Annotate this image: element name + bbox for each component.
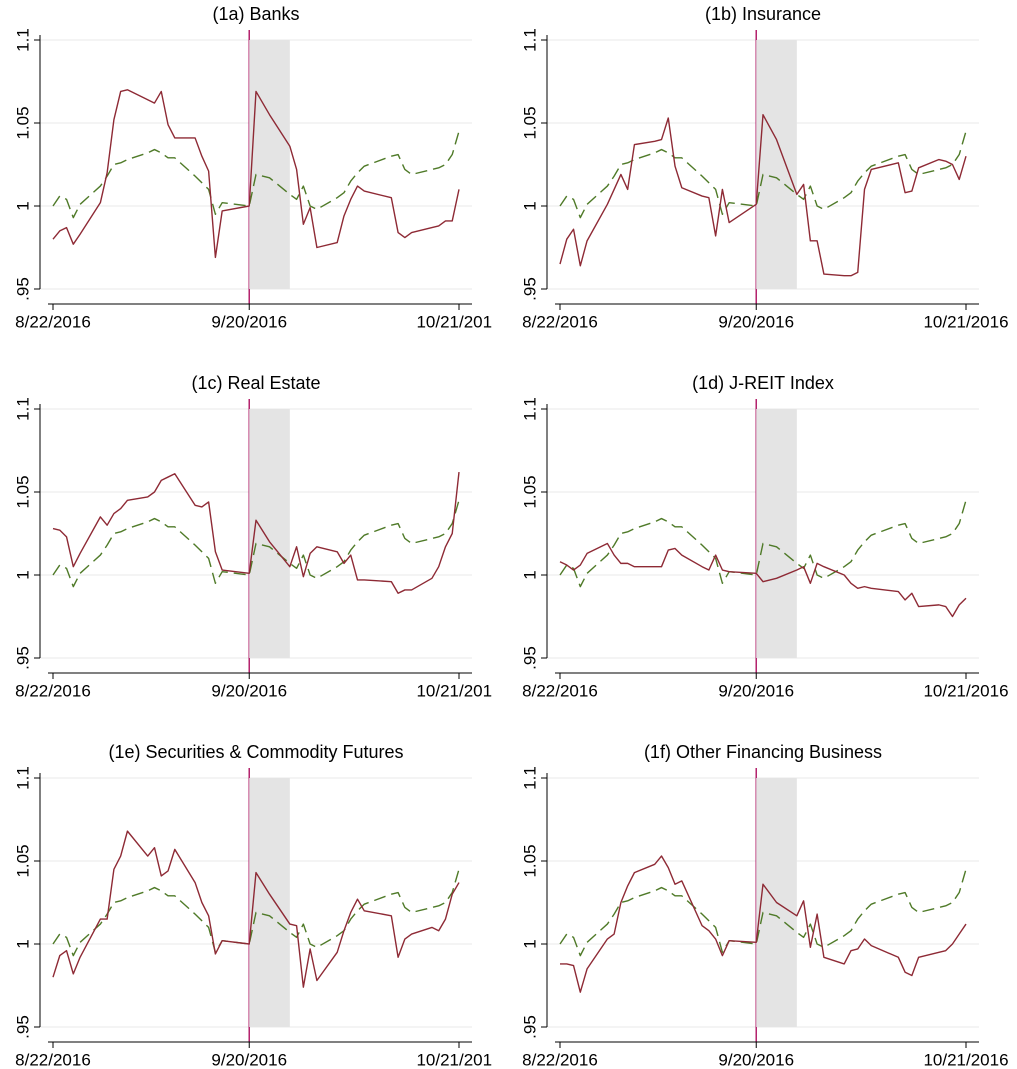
event-window (756, 40, 797, 289)
panel: .95 1 1.05 1.1 8/22/2016 9/20/2016 10/21/2016 (… (520, 373, 1008, 701)
x-tick-label: 9/20/2016 (211, 1050, 287, 1069)
y-tick-label: 1.1 (13, 766, 32, 790)
event-window (249, 778, 290, 1027)
y-tick-label: 1 (13, 939, 32, 948)
y-tick-label: 1.1 (520, 397, 539, 421)
x-tick-label: 9/20/2016 (718, 681, 794, 700)
event-window (249, 409, 290, 658)
series-line (52, 131, 460, 219)
x-tick-label: 9/20/2016 (211, 312, 287, 331)
series-line (559, 542, 967, 618)
x-tick-label: 8/22/2016 (522, 1050, 598, 1069)
y-tick-label: .95 (520, 646, 539, 670)
panel: .95 1 1.05 1.1 8/22/2016 9/20/2016 10/21/2016 (… (520, 742, 1008, 1069)
y-tick-label: 1 (13, 570, 32, 579)
series-line (52, 869, 460, 957)
y-tick-label: 1.1 (13, 28, 32, 52)
y-tick-label: 1.05 (13, 106, 32, 139)
x-tick-label: 8/22/2016 (15, 1050, 91, 1069)
y-tick-label: 1.1 (13, 397, 32, 421)
y-tick-label: 1 (520, 570, 539, 579)
series-line (559, 114, 967, 277)
y-tick-label: .95 (520, 277, 539, 301)
x-tick-label: 9/20/2016 (211, 681, 287, 700)
event-window (756, 409, 797, 658)
x-tick-label: 10/21/2016 (416, 681, 501, 700)
y-tick-label: 1.1 (520, 28, 539, 52)
y-tick-label: .95 (13, 1015, 32, 1039)
chart-title: (1b) Insurance (705, 4, 821, 24)
x-tick-label: 10/21/2016 (923, 681, 1008, 700)
series-line (559, 131, 967, 219)
series-line (52, 500, 460, 588)
series-line (52, 472, 460, 594)
x-tick-label: 8/22/2016 (15, 312, 91, 331)
chart-title: (1d) J-REIT Index (692, 373, 834, 393)
y-tick-label: .95 (13, 277, 32, 301)
y-tick-label: 1.05 (13, 844, 32, 877)
y-tick-label: 1.05 (13, 475, 32, 508)
x-tick-label: 8/22/2016 (15, 681, 91, 700)
x-tick-label: 8/22/2016 (522, 681, 598, 700)
panel: .95 1 1.05 1.1 8/22/2016 9/20/2016 10/21/2016 (… (13, 373, 501, 701)
series-line (559, 869, 967, 957)
chart-title: (1c) Real Estate (191, 373, 320, 393)
series-line (559, 500, 967, 588)
panel: .95 1 1.05 1.1 8/22/2016 9/20/2016 10/21/2016 (… (13, 4, 501, 332)
x-tick-label: 10/21/2016 (416, 1050, 501, 1069)
y-tick-label: .95 (13, 646, 32, 670)
series-line (52, 89, 460, 259)
event-window (249, 40, 290, 289)
x-tick-label: 8/22/2016 (522, 312, 598, 331)
series-line (560, 855, 967, 993)
y-tick-label: 1 (520, 201, 539, 210)
series-line (52, 830, 460, 988)
y-tick-label: 1.1 (520, 766, 539, 790)
x-tick-label: 9/20/2016 (718, 312, 794, 331)
chart-title: (1e) Securities & Commodity Futures (108, 742, 403, 762)
y-tick-label: .95 (520, 1015, 539, 1039)
chart-title: (1f) Other Financing Business (644, 742, 882, 762)
x-tick-label: 10/21/2016 (923, 1050, 1008, 1069)
x-tick-label: 10/21/2016 (923, 312, 1008, 331)
panel: .95 1 1.05 1.1 8/22/2016 9/20/2016 10/21/2016 (… (520, 4, 1008, 332)
x-tick-label: 10/21/2016 (416, 312, 501, 331)
y-tick-label: 1 (520, 939, 539, 948)
y-tick-label: 1.05 (520, 106, 539, 139)
y-tick-label: 1.05 (520, 844, 539, 877)
panel: .95 1 1.05 1.1 8/22/2016 9/20/2016 10/21/2016 (… (13, 742, 501, 1069)
x-tick-label: 9/20/2016 (718, 1050, 794, 1069)
y-tick-label: 1.05 (520, 475, 539, 508)
chart-title: (1a) Banks (212, 4, 299, 24)
y-tick-label: 1 (13, 201, 32, 210)
